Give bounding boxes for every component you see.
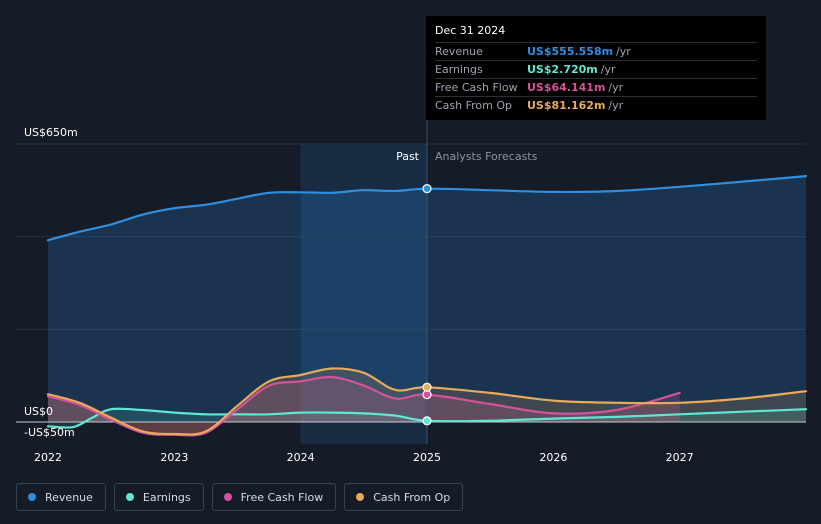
free-cash-flow-dot-icon <box>223 493 232 501</box>
legend-label: Free Cash Flow <box>240 490 324 504</box>
legend-label: Revenue <box>45 490 93 504</box>
tooltip-value: US$555.558m <box>527 45 614 58</box>
series-lines <box>46 175 808 437</box>
cfo-line <box>46 367 808 436</box>
x-axis-ticks: 2022 2023 2024 2025 2026 2027 <box>34 451 694 464</box>
x-tick-label: 2027 <box>666 451 694 464</box>
tooltip-value: US$81.162m <box>527 99 606 112</box>
tooltip-label: Free Cash Flow <box>435 81 518 94</box>
revenue-dot-icon <box>28 493 36 501</box>
x-tick-label: 2025 <box>413 451 441 464</box>
tooltip-unit: /yr <box>600 63 616 76</box>
legend-revenue[interactable]: Revenue <box>16 483 106 511</box>
x-tick-label: 2023 <box>160 451 188 464</box>
legend-label: Earnings <box>142 490 191 504</box>
legend: Revenue Earnings Free Cash Flow Cash Fro… <box>16 483 464 511</box>
past-year-highlight <box>300 144 427 444</box>
tooltip-label: Revenue <box>435 45 483 58</box>
x-tick-label: 2026 <box>539 451 567 464</box>
tooltip-unit: /yr <box>616 45 631 58</box>
tooltip-row-free-cash-flow: Free Cash Flow US$64.141m /yr <box>435 78 757 96</box>
legend-free-cash-flow[interactable]: Free Cash Flow <box>211 483 337 511</box>
tooltip-row-earnings: Earnings US$2.720m /yr <box>435 60 757 78</box>
tooltip-value: US$2.720m <box>527 63 598 76</box>
y-label-bottom: -US$50m <box>24 426 75 439</box>
tooltip-unit: /yr <box>608 81 624 94</box>
revenue-line <box>46 175 808 242</box>
legend-earnings[interactable]: Earnings <box>113 483 204 511</box>
forecast-label: Analysts Forecasts <box>435 150 538 163</box>
tooltip-unit: /yr <box>608 99 624 112</box>
y-label-zero: US$0 <box>24 405 53 418</box>
revenue-marker <box>422 184 432 194</box>
tooltip-row-revenue: Revenue US$555.558m /yr <box>435 42 757 60</box>
legend-label: Cash From Op <box>373 490 451 504</box>
tooltip-label: Earnings <box>435 63 483 76</box>
legend-cash-from-op[interactable]: Cash From Op <box>344 483 464 511</box>
past-label: Past <box>396 150 420 163</box>
earnings-line <box>46 407 808 429</box>
y-label-top: US$650m <box>24 126 78 139</box>
cfo-marker <box>422 382 432 392</box>
earnings-area <box>48 408 806 428</box>
cash-from-op-dot-icon <box>356 493 365 501</box>
earnings-dot-icon <box>125 493 134 501</box>
tooltip-row-cash-from-op: Cash From Op US$81.162m /yr <box>435 96 757 114</box>
tooltip: Dec 31 2024 Revenue US$555.558m /yr Earn… <box>426 16 766 120</box>
fcf-line <box>46 375 681 437</box>
x-tick-label: 2024 <box>287 451 315 464</box>
tooltip-value: US$64.141m <box>527 81 606 94</box>
earnings-marker <box>422 416 432 426</box>
tooltip-label: Cash From Op <box>435 99 513 112</box>
x-tick-label: 2022 <box>34 451 62 464</box>
tooltip-date: Dec 31 2024 <box>435 24 506 37</box>
series-markers <box>422 184 432 426</box>
